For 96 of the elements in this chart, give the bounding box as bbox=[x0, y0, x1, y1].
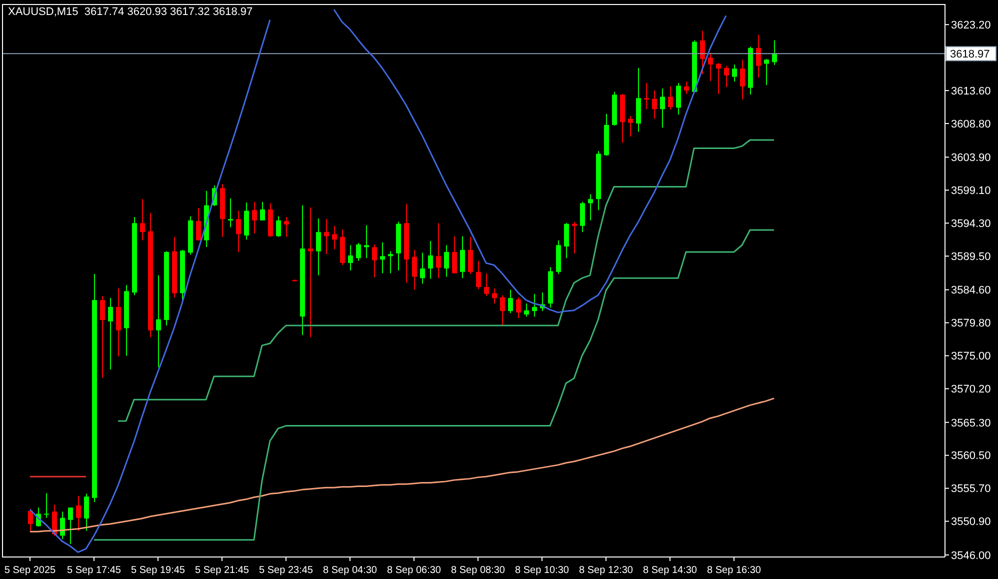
candlestick bbox=[708, 52, 713, 82]
x-tick-label: 8 Sep 16:30 bbox=[707, 565, 762, 576]
candlestick bbox=[28, 508, 33, 532]
candlestick bbox=[564, 222, 569, 259]
candlestick bbox=[492, 288, 497, 304]
candlestick bbox=[644, 82, 649, 110]
y-tick-label: 3589.50 bbox=[951, 251, 991, 264]
candlestick bbox=[236, 210, 241, 252]
candlestick bbox=[60, 511, 65, 540]
candlestick bbox=[716, 62, 721, 94]
candlestick bbox=[460, 236, 465, 279]
candlestick bbox=[228, 198, 233, 228]
candlestick bbox=[276, 216, 281, 238]
candlestick bbox=[364, 224, 369, 259]
ref-line-label: 3618.97 bbox=[950, 48, 990, 61]
candlestick bbox=[372, 244, 377, 278]
line-series bbox=[93, 229, 775, 541]
candlestick bbox=[588, 194, 593, 221]
candlestick bbox=[476, 260, 481, 290]
candlestick bbox=[348, 244, 353, 272]
candlestick bbox=[436, 222, 441, 279]
candlestick bbox=[252, 201, 257, 234]
candlestick bbox=[660, 88, 665, 128]
x-tick-label: 8 Sep 14:30 bbox=[643, 565, 698, 576]
x-tick-label: 5 Sep 21:45 bbox=[195, 565, 250, 576]
candlestick bbox=[740, 59, 745, 100]
y-tick-label: 3584.60 bbox=[951, 284, 991, 297]
candlestick bbox=[196, 208, 201, 241]
candlestick bbox=[356, 242, 361, 262]
candlestick bbox=[412, 249, 417, 290]
y-tick-label: 3594.30 bbox=[951, 218, 991, 230]
candlestick bbox=[316, 218, 321, 276]
candlestick bbox=[652, 90, 657, 120]
candlestick bbox=[260, 201, 265, 221]
candlestick bbox=[772, 40, 777, 66]
candlestick bbox=[452, 236, 457, 274]
y-tick-label: 3623.20 bbox=[951, 20, 991, 32]
y-tick-label: 3579.80 bbox=[951, 318, 991, 330]
candlestick bbox=[324, 218, 329, 255]
candlestick bbox=[420, 252, 425, 284]
candlestick bbox=[500, 294, 505, 326]
candlestick bbox=[108, 298, 113, 370]
candlestick bbox=[116, 288, 121, 357]
candlestick bbox=[684, 81, 689, 94]
candlestick bbox=[428, 240, 433, 280]
candlestick bbox=[76, 495, 81, 532]
y-tick-label: 3599.10 bbox=[951, 185, 991, 198]
candlestick bbox=[44, 492, 49, 518]
candlestick bbox=[524, 303, 529, 318]
candlestick bbox=[580, 201, 585, 233]
candlestick bbox=[532, 293, 537, 318]
y-tick-label: 3555.70 bbox=[951, 483, 991, 496]
x-tick-label: 8 Sep 10:30 bbox=[515, 565, 570, 576]
candlestick bbox=[724, 65, 729, 88]
candlestick bbox=[572, 221, 577, 254]
candlestick bbox=[732, 64, 737, 82]
candlestick bbox=[308, 206, 313, 338]
candlestick bbox=[380, 242, 385, 274]
x-tick-label: 8 Sep 06:30 bbox=[387, 565, 442, 576]
candlestick bbox=[68, 507, 73, 544]
y-tick-label: 3565.30 bbox=[951, 417, 991, 430]
x-tick-label: 5 Sep 2025 bbox=[4, 565, 56, 576]
candlestick bbox=[668, 86, 673, 110]
y-tick-label: 3603.90 bbox=[951, 152, 991, 164]
x-tick-label: 5 Sep 19:45 bbox=[131, 565, 186, 576]
line-series bbox=[117, 139, 775, 422]
candlestick bbox=[332, 225, 337, 250]
y-tick-label: 3608.80 bbox=[951, 118, 991, 130]
y-tick-label: 3560.50 bbox=[951, 450, 991, 462]
candlestick bbox=[764, 58, 769, 86]
candlestick bbox=[140, 198, 145, 241]
candlestick bbox=[628, 115, 633, 138]
y-tick-label: 3575.00 bbox=[951, 350, 991, 363]
x-tick-label: 8 Sep 12:30 bbox=[579, 565, 634, 576]
candlestick bbox=[484, 272, 489, 296]
candlestick bbox=[388, 250, 393, 274]
x-tick-label: 8 Sep 04:30 bbox=[323, 565, 378, 576]
x-tick-label: 5 Sep 17:45 bbox=[67, 565, 122, 576]
candlestick bbox=[676, 82, 681, 116]
y-tick-label: 3613.60 bbox=[951, 85, 991, 98]
candlestick bbox=[508, 289, 513, 314]
candlestick bbox=[100, 295, 105, 378]
y-tick-label: 3570.20 bbox=[951, 384, 991, 396]
annotation: XAUUSD,M15 3617.74 3620.93 3617.32 3618.97 bbox=[8, 6, 253, 18]
candlestick bbox=[516, 296, 521, 318]
candlestick bbox=[756, 34, 761, 78]
candlestick bbox=[444, 244, 449, 278]
candlestick bbox=[700, 30, 705, 75]
y-tick-label: 3546.00 bbox=[951, 550, 991, 562]
x-tick-label: 8 Sep 08:30 bbox=[451, 565, 506, 576]
candlestick bbox=[284, 216, 289, 238]
y-tick-label: 3550.90 bbox=[951, 516, 991, 528]
x-tick-label: 5 Sep 23:45 bbox=[259, 565, 314, 576]
candlestick bbox=[156, 274, 161, 368]
candlestick bbox=[468, 236, 473, 274]
candlestick bbox=[84, 493, 89, 532]
